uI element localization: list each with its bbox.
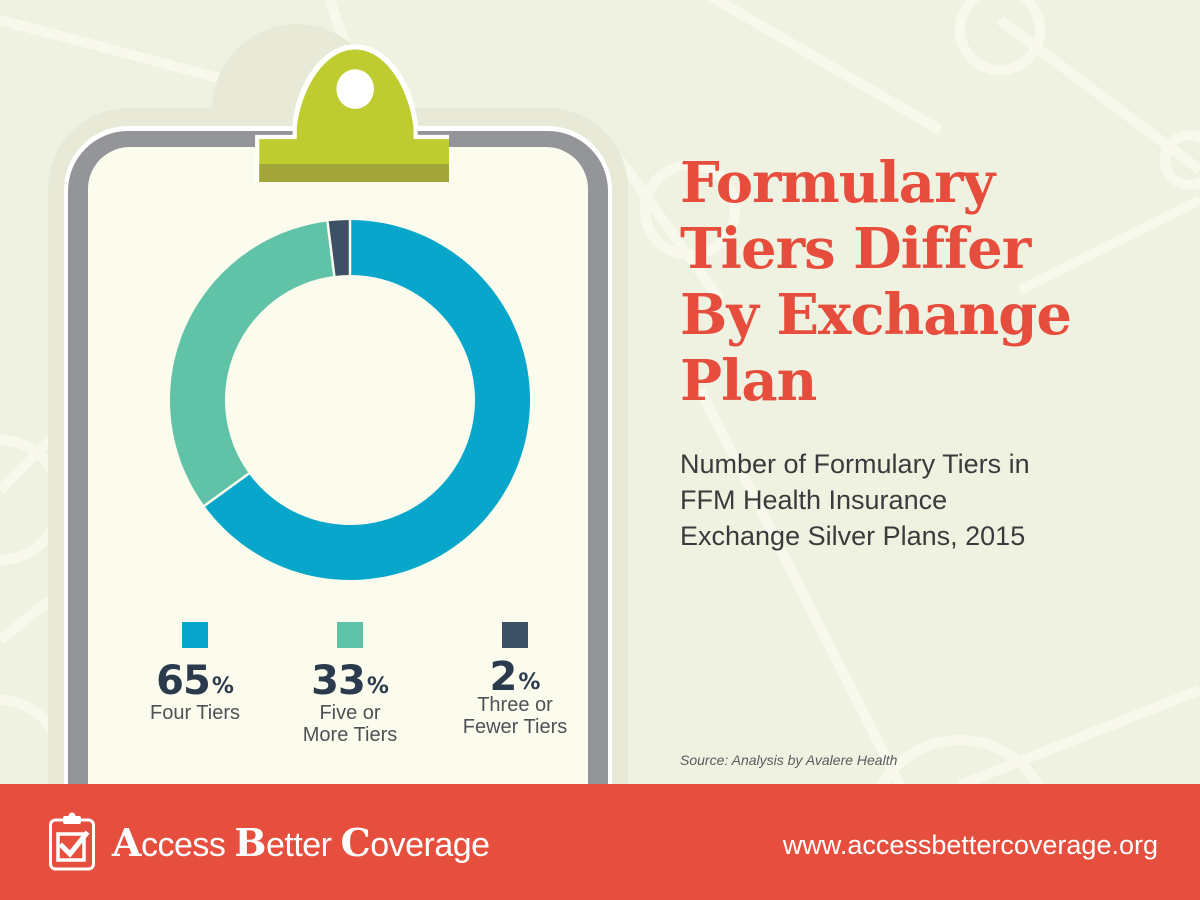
- legend-value: 65%: [156, 658, 234, 704]
- title-line: By Exchange: [680, 282, 1072, 348]
- legend-item-four-tiers: 65% Four Tiers: [120, 622, 270, 724]
- legend-swatch: [502, 622, 528, 648]
- brand-name: Access Better Coverage: [112, 819, 490, 865]
- legend-item-three-or-fewer-tiers: 2% Three or Fewer Tiers: [440, 622, 590, 738]
- subtitle-line: Exchange Silver Plans, 2015: [680, 521, 1026, 551]
- legend-label-line2: More Tiers: [302, 724, 398, 746]
- subtitle-line: Number of Formulary Tiers in: [680, 449, 1030, 479]
- chart-legend: 65% Four Tiers 33% Five or More Tiers 2%…: [120, 622, 600, 762]
- legend-label: Four Tiers: [149, 702, 241, 724]
- footer-bar: Access Better Coverage www.accessbetterc…: [0, 784, 1200, 900]
- clipboard-check-icon: [49, 812, 95, 871]
- donut-chart: [170, 220, 530, 580]
- page-title: Formulary Tiers Differ By Exchange Plan: [680, 150, 1180, 414]
- title-line: Plan: [680, 348, 817, 414]
- donut-slice-four-tiers[interactable]: [204, 220, 530, 580]
- website-link[interactable]: www.accessbettercoverage.org: [782, 830, 1158, 860]
- legend-label-line1: Five or: [319, 702, 381, 724]
- legend-value: 33%: [311, 658, 389, 704]
- legend-swatch: [337, 622, 363, 648]
- title-line: Tiers Differ: [680, 216, 1031, 282]
- legend-label-line1: Three or: [477, 694, 553, 716]
- chart-subtitle: Number of Formulary Tiers in FFM Health …: [680, 446, 1180, 554]
- source-note: Source: Analysis by Avalere Health: [680, 752, 898, 768]
- legend-item-five-or-more-tiers: 33% Five or More Tiers: [275, 622, 425, 746]
- subtitle-line: FFM Health Insurance: [680, 485, 948, 515]
- title-line: Formulary: [680, 150, 995, 216]
- brand-logo[interactable]: Access Better Coverage: [48, 812, 490, 872]
- donut-slice-five-or-more-tiers[interactable]: [170, 221, 335, 506]
- legend-swatch: [182, 622, 208, 648]
- clipboard-clip-icon: [255, 44, 449, 182]
- legend-value: 2%: [489, 654, 541, 700]
- legend-label-line2: Fewer Tiers: [462, 716, 568, 738]
